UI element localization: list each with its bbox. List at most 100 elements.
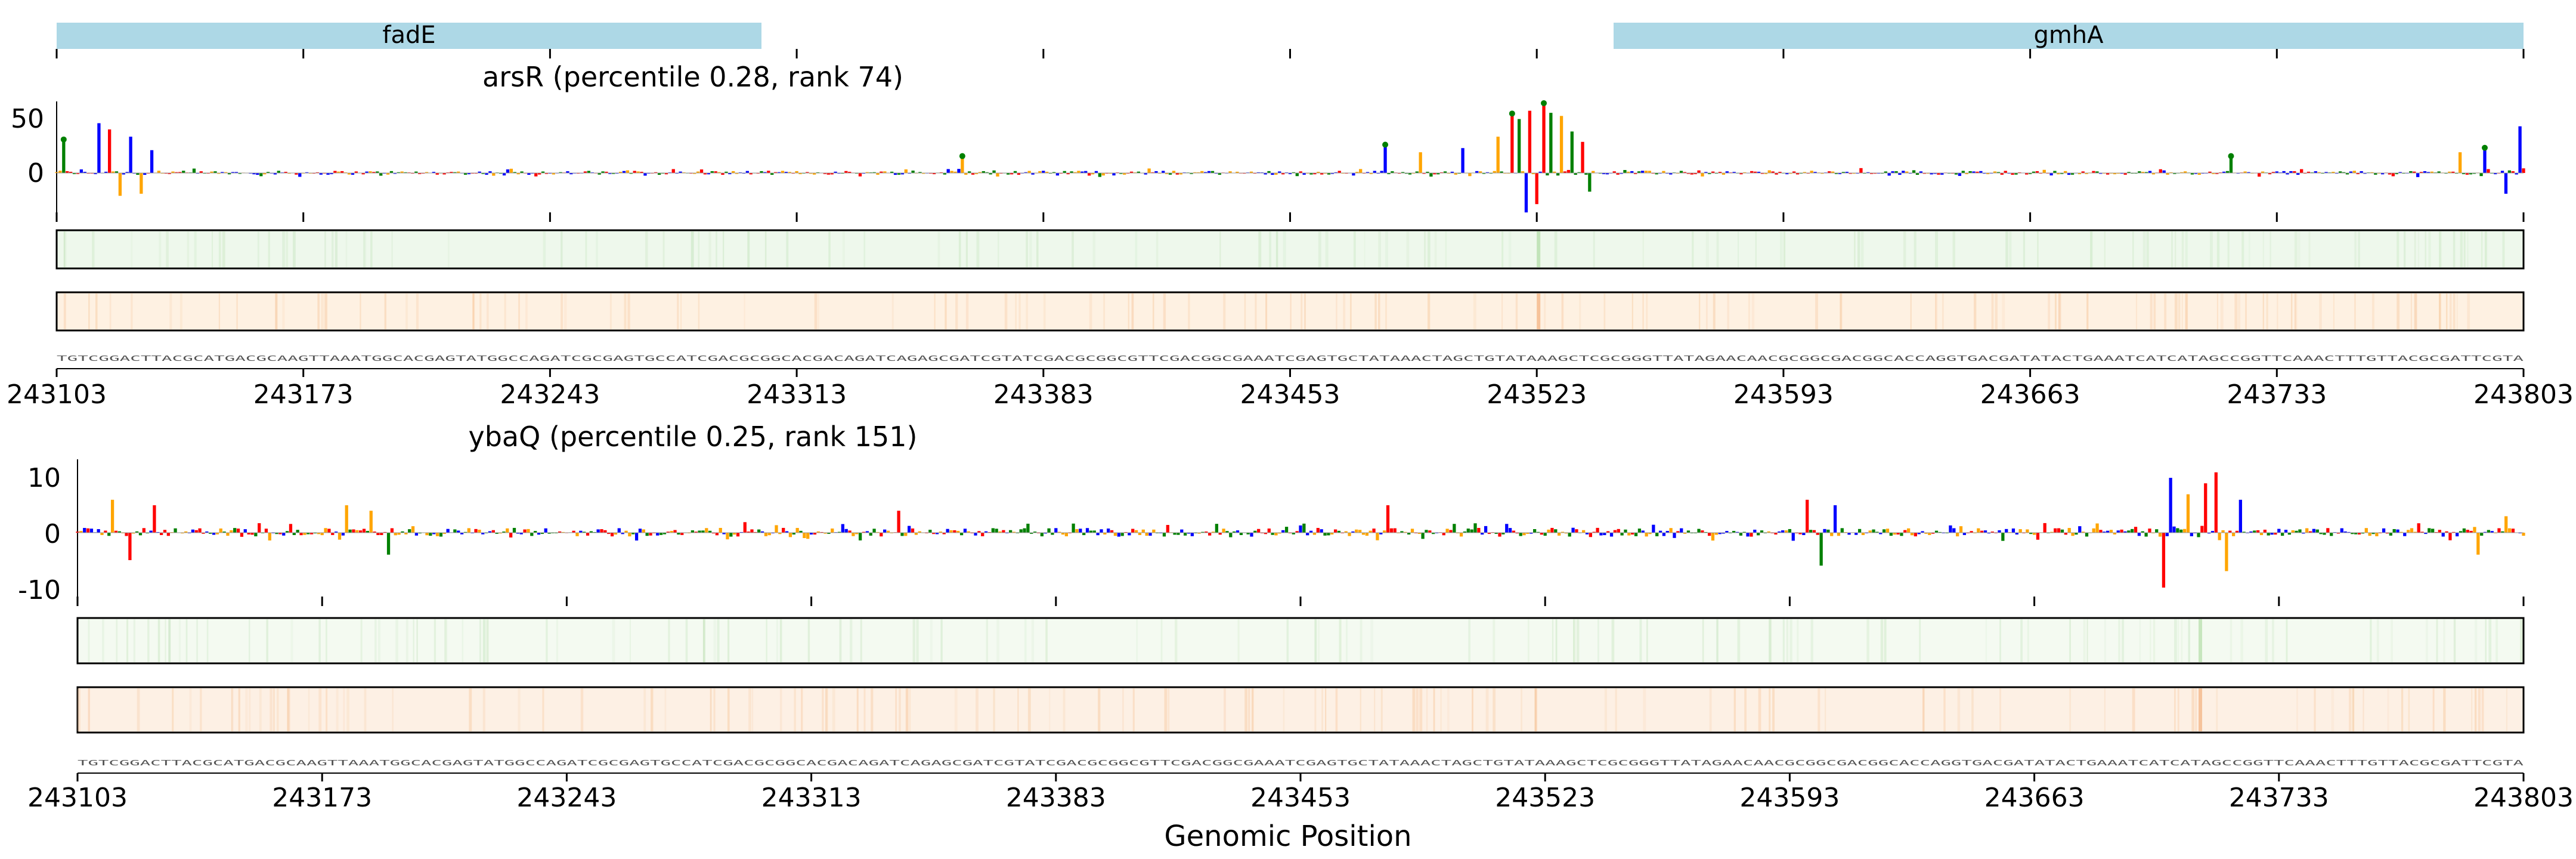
logo-bar-ybaQ-243618 (1875, 532, 1879, 533)
logo-bar-ybaQ-243377 (1033, 532, 1037, 533)
x-axis-title: Genomic Position (1164, 820, 1411, 853)
logo-bar-arsR-243321 (823, 173, 827, 174)
logo-bar-arsR-243461 (1317, 172, 1320, 173)
heatmap-stripe-0-1-87 (662, 231, 665, 267)
logo-bar-ybaQ-243491 (1432, 533, 1435, 534)
logo-marker-243516 (1509, 110, 1515, 117)
logo-bar-ybaQ-243329 (865, 531, 869, 533)
logo-bar-arsR-243394 (1080, 171, 1084, 173)
logo-bar-arsR-243134 (164, 173, 168, 174)
logo-bar-ybaQ-243138 (198, 528, 202, 533)
logo-bar-ybaQ-243192 (386, 533, 391, 555)
gene-bar-fadE (57, 23, 761, 49)
logo-bar-ybaQ-243499 (1459, 533, 1463, 537)
logo-bar-ybaQ-243516 (1519, 533, 1522, 536)
heatmap-stripe-0-2-62 (2002, 293, 2005, 329)
logo-bar-ybaQ-243754 (2351, 533, 2354, 534)
heatmap-stripe-0-1-132 (2146, 231, 2149, 267)
heatmap-stripe-0-2-47 (2234, 293, 2238, 329)
heatmap-stripe-0-2-17 (1153, 293, 1154, 329)
heatmap-stripe-1-2-50 (231, 688, 233, 731)
logo-bar-arsR-243536 (1581, 141, 1584, 173)
logo-bar-ybaQ-243299 (760, 531, 764, 533)
logo-bar-ybaQ-243307 (788, 533, 792, 537)
heatmap-stripe-0-2-46 (1705, 293, 1708, 329)
heatmap-stripe-0-2-94 (472, 293, 474, 329)
heatmap-stripe-1-1-12 (1597, 619, 1599, 662)
logo-bar-ybaQ-243524 (1547, 529, 1550, 533)
logo-bar-arsR-243159 (252, 173, 256, 175)
logo-bar-ybaQ-243456 (1309, 530, 1313, 533)
logo-bar-arsR-243242 (544, 173, 549, 174)
logo-bar-arsR-243525 (1542, 105, 1546, 173)
logo-bar-arsR-243402 (1109, 173, 1112, 174)
heatmap-stripe-1-1-66 (126, 619, 129, 662)
heatmap-stripe-0-1-73 (747, 231, 750, 267)
heatmap-stripe-1-1-33 (2139, 619, 2141, 662)
logo-bar-ybaQ-243124 (149, 530, 153, 533)
heatmap-stripe-1-1-129 (556, 619, 559, 662)
logo-bar-ybaQ-243476 (1379, 533, 1383, 534)
logo-bar-ybaQ-243318 (827, 533, 831, 534)
logo-bar-arsR-243775 (2423, 171, 2427, 173)
logo-bar-arsR-243405 (1119, 173, 1123, 174)
logo-bar-arsR-243718 (2222, 171, 2226, 173)
logo-bar-ybaQ-243260 (624, 530, 628, 533)
xtick-label-0-7: 243593 (1733, 379, 1834, 410)
logo-bar-arsR-243459 (1309, 173, 1313, 175)
heatmap-stripe-1-1-25 (157, 619, 160, 662)
logo-bar-arsR-243208 (425, 172, 429, 173)
logo-marker-243792 (2481, 144, 2488, 151)
logo-bar-ybaQ-243477 (1383, 530, 1386, 533)
logo-bar-ybaQ-243449 (1284, 527, 1289, 533)
logo-bar-ybaQ-243313 (809, 533, 813, 534)
logo-bar-arsR-243499 (1450, 171, 1454, 173)
logo-bar-arsR-243180 (326, 173, 330, 175)
logo-bar-arsR-243523 (1535, 173, 1538, 205)
heatmap-stripe-1-1-63 (1999, 619, 2002, 662)
logo-bar-arsR-243550 (1630, 171, 1634, 173)
heatmap-stripe-0-2-4 (487, 293, 489, 329)
logo-bar-arsR-243264 (622, 171, 626, 173)
logo-bar-arsR-243768 (2398, 172, 2402, 173)
heatmap-stripe-1-1-89 (405, 619, 408, 662)
logo-bar-arsR-243244 (552, 173, 555, 175)
logo-bar-arsR-243114 (94, 173, 97, 174)
logo-bar-ybaQ-243789 (2473, 527, 2476, 533)
logo-bar-ybaQ-243252 (596, 529, 600, 533)
logo-bar-arsR-243442 (1249, 171, 1253, 173)
logo-bar-arsR-243248 (566, 171, 569, 173)
heatmap-stripe-1-2-33 (2401, 688, 2404, 731)
logo-bar-ybaQ-243340 (904, 533, 908, 536)
logo-bar-ybaQ-243211 (453, 529, 457, 533)
heatmap-stripe-0-2-33 (2086, 293, 2089, 329)
heatmap-stripe-0-2-74 (934, 293, 936, 329)
logo-bar-arsR-243428 (1200, 171, 1204, 173)
panel-title-arsR: arsR (percentile 0.28, rank 74) (482, 61, 903, 93)
logo-bar-ybaQ-243488 (1421, 533, 1425, 539)
logo-bar-arsR-243766 (2391, 173, 2395, 177)
logo-bar-ybaQ-243400 (1113, 533, 1117, 536)
logo-bar-ybaQ-243606 (1833, 505, 1837, 533)
heatmap-stripe-0-2-72 (2238, 293, 2240, 329)
logo-bar-arsR-243653 (1993, 171, 1997, 173)
logo-bar-arsR-243271 (647, 173, 651, 174)
logo-bar-arsR-243254 (587, 171, 591, 173)
heatmap-stripe-0-2-9 (1646, 293, 1648, 329)
logo-bar-ybaQ-243561 (1676, 531, 1680, 533)
logo-bar-ybaQ-243327 (859, 533, 862, 540)
logo-bar-arsR-243287 (703, 173, 707, 175)
heatmap-stripe-0-2-131 (282, 293, 285, 329)
logo-bar-ybaQ-243208 (442, 533, 446, 534)
logo-bar-arsR-243233 (513, 172, 516, 173)
logo-bar-arsR-243295 (732, 171, 735, 173)
heatmap-stripe-0-1-109 (1406, 231, 1410, 267)
heatmap-stripe-1-2-96 (2387, 688, 2389, 731)
heatmap-stripe-1-1-5 (1468, 619, 1470, 662)
logo-bar-arsR-243270 (643, 173, 647, 176)
logo-bar-arsR-243549 (1627, 171, 1630, 173)
heatmap-stripe-1-2-43 (2174, 688, 2176, 731)
heatmap-stripe-1-1-72 (1024, 619, 1027, 662)
logo-bar-arsR-243314 (798, 173, 802, 174)
heatmap-stripe-0-1-14 (1738, 231, 1739, 267)
